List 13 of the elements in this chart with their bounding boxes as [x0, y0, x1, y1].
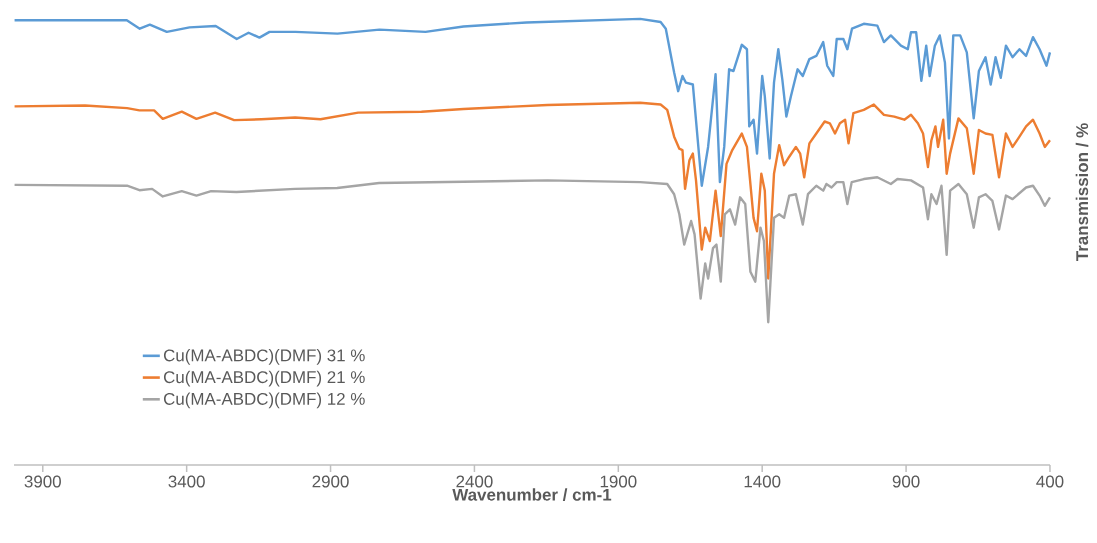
x-tick-label: 900 [892, 475, 920, 488]
y-axis-title: Transmission / % [1075, 123, 1089, 261]
x-tick-label: 400 [1036, 475, 1064, 488]
legend-label: Cu(MA-ABDC)(DMF) 12 % [163, 392, 365, 409]
x-tick-label: 3900 [24, 475, 61, 488]
x-axis-title: Wavenumber / cm-1 [452, 488, 612, 501]
x-tick-label: 2400 [456, 475, 493, 488]
x-tick-label: 2900 [312, 475, 349, 488]
x-tick-label: 1400 [744, 475, 781, 488]
x-tick-label: 1900 [600, 475, 637, 488]
legend-label: Cu(MA-ABDC)(DMF) 31 % [163, 348, 365, 365]
legend-label: Cu(MA-ABDC)(DMF) 21 % [163, 370, 365, 387]
x-tick-label: 3400 [168, 475, 205, 488]
